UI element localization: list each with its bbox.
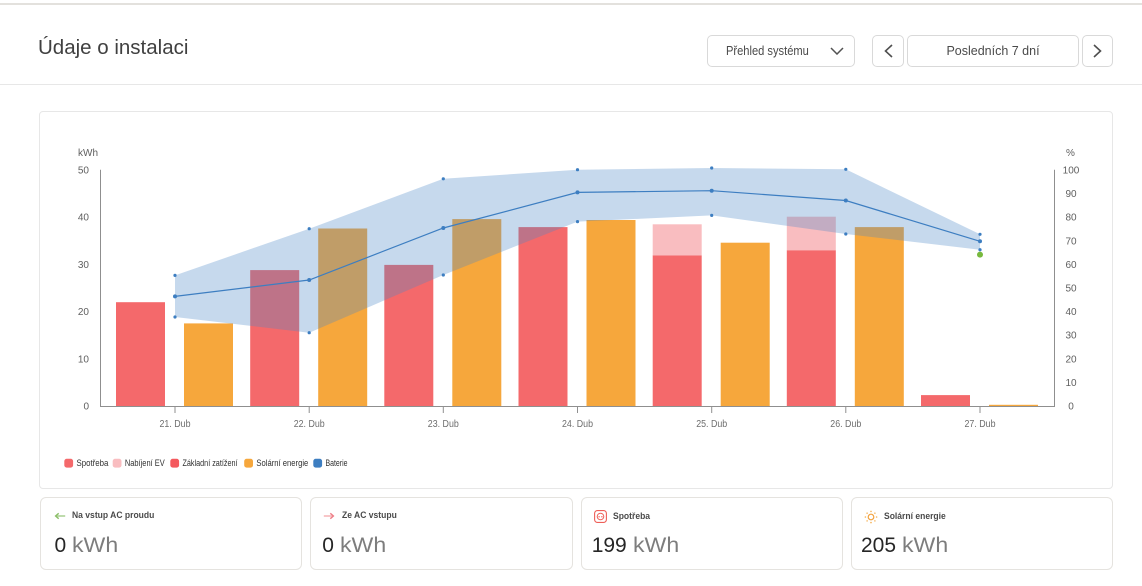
svg-text:80: 80 bbox=[1065, 213, 1077, 224]
svg-text:40: 40 bbox=[1065, 307, 1077, 318]
svg-text:kWh: kWh bbox=[78, 148, 98, 159]
svg-text:25. Dub: 25. Dub bbox=[696, 419, 727, 430]
svg-text:21. Dub: 21. Dub bbox=[160, 419, 191, 430]
svg-text:20: 20 bbox=[78, 307, 90, 318]
svg-text:30: 30 bbox=[78, 260, 90, 271]
svg-text:50: 50 bbox=[78, 166, 90, 177]
svg-text:10: 10 bbox=[1065, 378, 1077, 389]
svg-text:Solární energie: Solární energie bbox=[256, 458, 308, 469]
svg-text:%: % bbox=[1066, 148, 1075, 159]
svg-text:24. Dub: 24. Dub bbox=[562, 419, 593, 430]
svg-text:20: 20 bbox=[1065, 354, 1077, 365]
svg-text:27. Dub: 27. Dub bbox=[965, 419, 996, 430]
svg-text:Základní zatížení: Základní zatížení bbox=[183, 458, 238, 469]
svg-text:Spotřeba: Spotřeba bbox=[77, 458, 109, 469]
svg-text:70: 70 bbox=[1065, 236, 1077, 247]
svg-text:50: 50 bbox=[1065, 284, 1077, 295]
svg-text:90: 90 bbox=[1065, 189, 1077, 200]
svg-text:10: 10 bbox=[78, 354, 90, 365]
svg-text:100: 100 bbox=[1063, 166, 1080, 177]
svg-text:40: 40 bbox=[78, 213, 90, 224]
svg-text:23. Dub: 23. Dub bbox=[428, 419, 459, 430]
svg-text:30: 30 bbox=[1065, 331, 1077, 342]
svg-text:0: 0 bbox=[1068, 402, 1074, 413]
svg-text:60: 60 bbox=[1065, 260, 1077, 271]
svg-text:Baterie: Baterie bbox=[326, 458, 348, 469]
svg-text:22. Dub: 22. Dub bbox=[294, 419, 325, 430]
svg-text:26. Dub: 26. Dub bbox=[830, 419, 861, 430]
svg-text:0: 0 bbox=[83, 402, 89, 413]
svg-text:Nabíjení EV: Nabíjení EV bbox=[125, 458, 165, 469]
